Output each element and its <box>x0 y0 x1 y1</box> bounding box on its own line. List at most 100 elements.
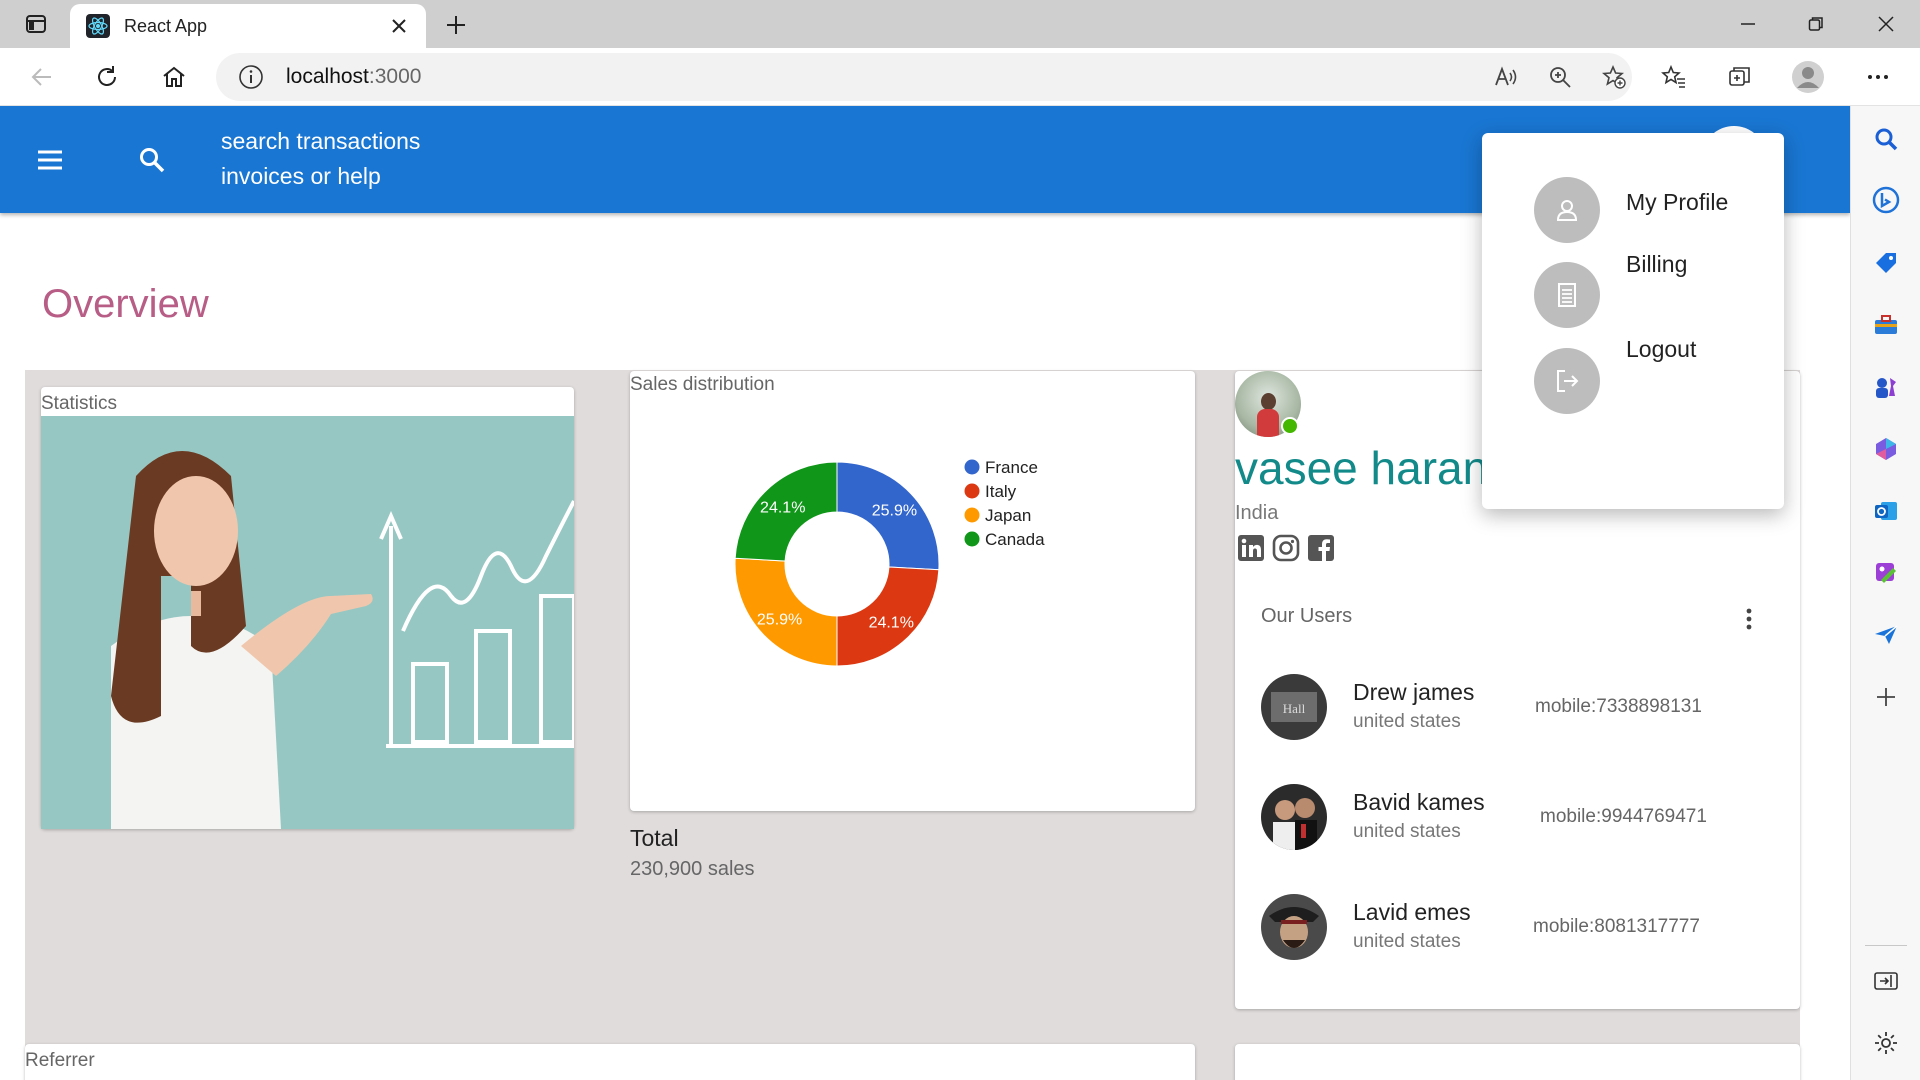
search-icon <box>138 146 166 174</box>
tab-title: React App <box>124 16 388 37</box>
games-icon <box>1873 374 1899 400</box>
minimize-button[interactable] <box>1728 8 1768 40</box>
url-host: localhost <box>286 65 369 89</box>
users-list: Our Users Hall Drew james united states … <box>1261 599 1771 643</box>
restore-button[interactable] <box>1796 8 1836 40</box>
list-item[interactable]: Hall Drew james united states mobile:733… <box>1261 674 1771 744</box>
tab-react-app[interactable]: React App <box>70 4 426 48</box>
address-bar[interactable]: localhost:3000 <box>216 53 1632 101</box>
more-horizontal-icon <box>1865 64 1891 90</box>
tab-actions-button[interactable] <box>14 10 58 38</box>
read-aloud-button[interactable] <box>1488 59 1524 95</box>
profile-dropdown-menu: My Profile Billing Logout <box>1482 133 1784 509</box>
bottom-right-card <box>1235 1044 1800 1080</box>
search-placeholder-line2: invoices or help <box>221 159 481 194</box>
sidebar-settings-button[interactable] <box>1871 1028 1901 1058</box>
refresh-button[interactable] <box>89 59 125 95</box>
social-links <box>1237 534 1335 562</box>
linkedin-icon[interactable] <box>1237 534 1265 562</box>
add-favorite-button[interactable] <box>1596 59 1632 95</box>
sidebar-outlook-button[interactable] <box>1871 496 1901 526</box>
legend-label[interactable]: Japan <box>985 506 1031 525</box>
home-button[interactable] <box>156 59 192 95</box>
search-icon <box>1873 126 1899 152</box>
legend-label[interactable]: Italy <box>985 482 1017 501</box>
facebook-icon[interactable] <box>1307 534 1335 562</box>
profile-avatar-button[interactable] <box>1790 59 1826 95</box>
favorites-button[interactable] <box>1656 59 1692 95</box>
menu-button[interactable] <box>30 140 70 180</box>
menu-item-billing[interactable]: Billing <box>1482 248 1784 328</box>
legend-marker <box>965 532 980 547</box>
donut-data-label: 25.9% <box>872 503 917 520</box>
instagram-icon[interactable] <box>1272 534 1300 562</box>
legend-label[interactable]: France <box>985 458 1038 477</box>
star-add-icon <box>1601 64 1627 90</box>
sidebar-add-button[interactable] <box>1871 682 1901 712</box>
legend-label[interactable]: Canada <box>985 530 1045 549</box>
profile-name: vasee haran <box>1235 441 1488 495</box>
tab-actions-icon <box>25 13 47 35</box>
user-country: united states <box>1353 931 1461 953</box>
search-placeholder-line1: search transactions <box>221 124 481 159</box>
sidebar-search-button[interactable] <box>1871 124 1901 154</box>
page-viewport: search transactions invoices or help Ove… <box>0 106 1850 1080</box>
referrer-card: Referrer <box>25 1044 1195 1080</box>
online-status-dot <box>1281 417 1299 435</box>
sales-donut-chart: 25.9% 24.1% 25.9% 24.1% France Italy Japan Cana… <box>630 371 1195 811</box>
user-avatar-icon <box>1792 61 1824 93</box>
browser-tab-strip: React App <box>0 0 1920 48</box>
total-sales-value: 230,900 sales <box>630 858 755 881</box>
collections-icon <box>1727 64 1753 90</box>
send-icon <box>1873 622 1899 648</box>
search-button[interactable] <box>132 140 172 180</box>
close-icon <box>1878 16 1894 32</box>
collections-button[interactable] <box>1722 59 1758 95</box>
copilot-icon <box>1873 436 1899 462</box>
search-placeholder[interactable]: search transactions invoices or help <box>221 124 481 194</box>
sidebar-designer-button[interactable] <box>1871 558 1901 588</box>
menu-label-logout: Logout <box>1626 336 1696 363</box>
zoom-button[interactable] <box>1542 59 1578 95</box>
users-title: Our Users <box>1261 605 1352 628</box>
sidebar-send-button[interactable] <box>1871 620 1901 650</box>
url-port: :3000 <box>369 65 422 89</box>
sidebar-copilot-button[interactable] <box>1871 434 1901 464</box>
user-name: Drew james <box>1353 679 1474 706</box>
settings-more-button[interactable] <box>1860 59 1896 95</box>
menu-item-logout[interactable]: Logout <box>1482 333 1784 413</box>
back-button[interactable] <box>24 59 60 95</box>
list-item[interactable]: Bavid kames united states mobile:9944769… <box>1261 784 1771 854</box>
legend-marker <box>965 508 980 523</box>
close-window-button[interactable] <box>1866 8 1906 40</box>
legend-marker <box>965 460 980 475</box>
sidebar-hide-button[interactable] <box>1871 966 1901 996</box>
logout-icon <box>1534 348 1600 414</box>
menu-label-my-profile: My Profile <box>1626 189 1728 216</box>
page-title: Overview <box>42 282 209 327</box>
gear-icon <box>1873 1030 1899 1056</box>
list-item[interactable]: Lavid emes united states mobile:80813177… <box>1261 894 1771 964</box>
user-name: Lavid emes <box>1353 899 1471 926</box>
users-more-button[interactable] <box>1733 603 1765 635</box>
donut-data-label: 24.1% <box>869 614 914 631</box>
bing-icon <box>1872 186 1900 214</box>
more-vertical-icon <box>1745 607 1753 631</box>
sidebar-bing-button[interactable] <box>1871 185 1901 215</box>
read-aloud-icon <box>1493 64 1519 90</box>
sidebar-games-button[interactable] <box>1871 372 1901 402</box>
new-tab-button[interactable] <box>440 9 472 41</box>
favorites-icon <box>1661 64 1687 90</box>
tab-close-button[interactable] <box>388 15 410 37</box>
menu-item-my-profile[interactable]: My Profile <box>1482 163 1784 243</box>
sidebar-divider <box>1865 945 1907 946</box>
panel-collapse-icon <box>1873 968 1899 994</box>
info-icon[interactable] <box>238 64 264 90</box>
sidebar-shopping-button[interactable] <box>1871 248 1901 278</box>
sidebar-tools-button[interactable] <box>1871 310 1901 340</box>
close-icon <box>391 18 407 34</box>
restore-icon <box>1808 16 1824 32</box>
statistics-label: Statistics <box>41 393 117 415</box>
user-mobile: mobile:9944769471 <box>1540 806 1707 828</box>
react-logo-icon <box>86 14 110 38</box>
